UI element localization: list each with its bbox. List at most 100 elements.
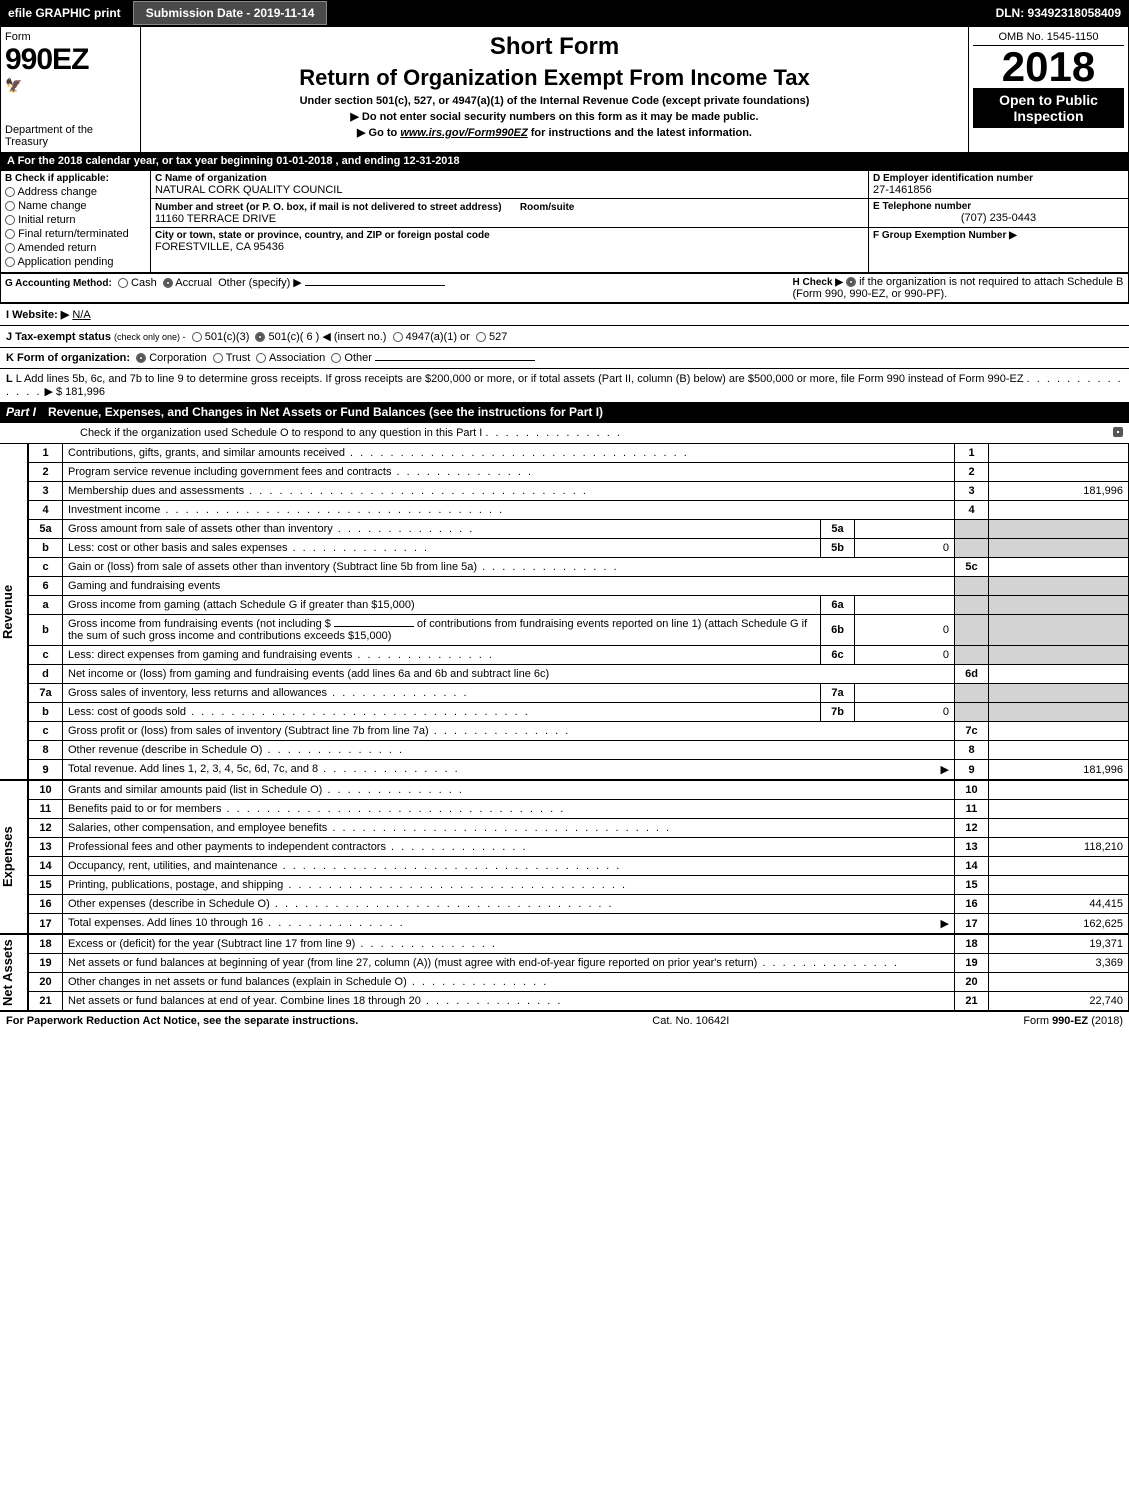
check-application-pending[interactable]: Application pending xyxy=(5,256,146,268)
line-6d: d Net income or (loss) from gaming and f… xyxy=(29,665,1129,684)
radio-501c3[interactable] xyxy=(192,332,202,342)
line-5c: c Gain or (loss) from sale of assets oth… xyxy=(29,558,1129,577)
h-rest: if the organization is not required to a… xyxy=(793,276,1124,300)
part1-title: Revenue, Expenses, and Changes in Net As… xyxy=(48,405,603,419)
l-amount: 181,996 xyxy=(65,386,105,398)
line-6c: c Less: direct expenses from gaming and … xyxy=(29,646,1129,665)
line-6: 6 Gaming and fundraising events xyxy=(29,577,1129,596)
l-text: L Add lines 5b, 6c, and 7b to line 9 to … xyxy=(16,373,1024,385)
section-k: K Form of organization: Corporation Trus… xyxy=(0,347,1129,368)
top-bar: efile GRAPHIC print Submission Date - 20… xyxy=(0,0,1129,26)
check-final-return[interactable]: Final return/terminated xyxy=(5,228,146,240)
radio-501c[interactable] xyxy=(255,332,265,342)
ein-label: D Employer identification number xyxy=(873,173,1124,184)
l-arrow: ▶ $ xyxy=(44,386,62,398)
radio-other[interactable] xyxy=(331,353,341,363)
part1-checkline: Check if the organization used Schedule … xyxy=(0,422,1129,443)
line-10: 10Grants and similar amounts paid (list … xyxy=(29,781,1129,800)
header-right: OMB No. 1545-1150 2018 Open to Public In… xyxy=(969,27,1129,153)
k-label: K Form of organization: xyxy=(6,352,130,364)
section-j: J Tax-exempt status (check only one) - 5… xyxy=(0,325,1129,347)
radio-corp[interactable] xyxy=(136,353,146,363)
check-name-change[interactable]: Name change xyxy=(5,200,146,212)
dept-treasury: Department of the Treasury xyxy=(5,124,136,148)
open-to-public: Open to Public Inspection xyxy=(973,88,1124,128)
sub3-post: for instructions and the latest informat… xyxy=(528,127,752,139)
line-12: 12Salaries, other compensation, and empl… xyxy=(29,819,1129,838)
radio-cash[interactable] xyxy=(118,278,128,288)
section-c-addr: Number and street (or P. O. box, if mail… xyxy=(151,199,869,228)
k-other-input[interactable] xyxy=(375,360,535,361)
line-20: 20Other changes in net assets or fund ba… xyxy=(29,973,1129,992)
line-6b: b Gross income from fundraising events (… xyxy=(29,615,1129,646)
radio-527[interactable] xyxy=(476,332,486,342)
section-b: B Check if applicable: Address change Na… xyxy=(1,171,151,273)
expenses-table: 10Grants and similar amounts paid (list … xyxy=(28,780,1129,934)
subtitle-2: ▶ Do not enter social security numbers o… xyxy=(161,110,948,123)
line-3: 3 Membership dues and assessments 3 181,… xyxy=(29,482,1129,501)
part1-checkbox[interactable] xyxy=(1113,427,1123,437)
section-g: G Accounting Method: Cash Accrual Other … xyxy=(1,274,789,303)
website-value: N/A xyxy=(72,309,90,321)
line-13: 13Professional fees and other payments t… xyxy=(29,838,1129,857)
revenue-block: Revenue 1 Contributions, gifts, grants, … xyxy=(0,443,1129,780)
check-amended-return[interactable]: Amended return xyxy=(5,242,146,254)
phone-value: (707) 235-0443 xyxy=(873,212,1124,224)
netassets-table: 18Excess or (deficit) for the year (Subt… xyxy=(28,934,1129,1011)
line-8: 8 Other revenue (describe in Schedule O)… xyxy=(29,741,1129,760)
6b-input[interactable] xyxy=(334,626,414,627)
period-label: A For the 2018 calendar year, or tax yea… xyxy=(7,155,276,167)
radio-assoc[interactable] xyxy=(256,353,266,363)
j-label: J Tax-exempt status xyxy=(6,331,111,343)
subtitle-3: ▶ Go to www.irs.gov/Form990EZ for instru… xyxy=(161,126,948,139)
section-b-label: B Check if applicable: xyxy=(5,173,146,184)
period-end: 12-31-2018 xyxy=(403,155,459,167)
footer-right: Form 990-EZ (2018) xyxy=(1023,1015,1123,1027)
section-f: F Group Exemption Number ▶ xyxy=(869,228,1129,273)
other-specify-input[interactable] xyxy=(305,285,445,286)
line-18: 18Excess or (deficit) for the year (Subt… xyxy=(29,935,1129,954)
check-initial-return[interactable]: Initial return xyxy=(5,214,146,226)
netassets-block: Net Assets 18Excess or (deficit) for the… xyxy=(0,934,1129,1011)
section-i: I Website: ▶ N/A xyxy=(0,303,1129,325)
period-mid: , and ending xyxy=(336,155,404,167)
header-left: Form 990EZ 🦅 Department of the Treasury xyxy=(1,27,141,153)
org-name-label: C Name of organization xyxy=(155,173,864,184)
line-17: 17Total expenses. Add lines 10 through 1… xyxy=(29,914,1129,934)
line-19: 19Net assets or fund balances at beginni… xyxy=(29,954,1129,973)
section-c-city: City or town, state or province, country… xyxy=(151,228,869,273)
footer-center: Cat. No. 10642I xyxy=(652,1015,729,1027)
city-value: FORESTVILLE, CA 95436 xyxy=(155,241,864,253)
phone-label: E Telephone number xyxy=(873,201,1124,212)
line-11: 11Benefits paid to or for members11 xyxy=(29,800,1129,819)
radio-accrual[interactable] xyxy=(163,278,173,288)
irs-link[interactable]: www.irs.gov/Form990EZ xyxy=(400,127,527,139)
line-5b: b Less: cost or other basis and sales ex… xyxy=(29,539,1129,558)
dln-label: DLN: 93492318058409 xyxy=(996,6,1129,20)
header-center: Short Form Return of Organization Exempt… xyxy=(141,27,969,153)
radio-trust[interactable] xyxy=(213,353,223,363)
section-d: D Employer identification number 27-1461… xyxy=(869,171,1129,199)
part1-tag: Part I xyxy=(6,405,48,419)
accounting-label: G Accounting Method: xyxy=(5,278,112,289)
form-header: Form 990EZ 🦅 Department of the Treasury … xyxy=(0,26,1129,170)
h-check[interactable] xyxy=(846,277,856,287)
period-row: A For the 2018 calendar year, or tax yea… xyxy=(1,153,1129,170)
footer-left: For Paperwork Reduction Act Notice, see … xyxy=(6,1015,358,1027)
check-address-change[interactable]: Address change xyxy=(5,186,146,198)
ein-value: 27-1461856 xyxy=(873,184,1124,196)
netassets-side-label: Net Assets xyxy=(0,934,28,1011)
efile-label: efile GRAPHIC print xyxy=(0,2,129,24)
section-e: E Telephone number (707) 235-0443 xyxy=(869,199,1129,228)
expenses-block: Expenses 10Grants and similar amounts pa… xyxy=(0,780,1129,934)
line-14: 14Occupancy, rent, utilities, and mainte… xyxy=(29,857,1129,876)
revenue-side-label: Revenue xyxy=(0,443,28,780)
tax-year: 2018 xyxy=(973,46,1124,88)
radio-4947[interactable] xyxy=(393,332,403,342)
city-label: City or town, state or province, country… xyxy=(155,230,864,241)
line-16: 16Other expenses (describe in Schedule O… xyxy=(29,895,1129,914)
website-label: I Website: ▶ xyxy=(6,309,69,321)
expenses-side-label: Expenses xyxy=(0,780,28,934)
line-6a: a Gross income from gaming (attach Sched… xyxy=(29,596,1129,615)
subtitle-1: Under section 501(c), 527, or 4947(a)(1)… xyxy=(161,95,948,107)
